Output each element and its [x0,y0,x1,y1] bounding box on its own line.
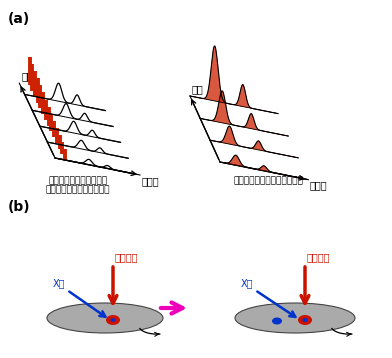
Ellipse shape [303,318,307,322]
Ellipse shape [235,303,355,333]
Text: 時間: 時間 [21,71,33,81]
Text: 信号処理回路を使った測定: 信号処理回路を使った測定 [46,185,110,194]
Text: レーザー: レーザー [115,252,138,262]
Ellipse shape [106,315,120,325]
Ellipse shape [272,318,282,324]
Text: 回折角: 回折角 [142,176,160,186]
Text: レーザー: レーザー [307,252,330,262]
Polygon shape [220,155,308,180]
Ellipse shape [47,303,163,333]
Ellipse shape [111,318,116,322]
Text: 高速フォトダイオードと: 高速フォトダイオードと [49,176,107,185]
Polygon shape [210,126,298,158]
Text: (b): (b) [8,200,31,214]
Text: X線: X線 [53,278,65,288]
Ellipse shape [298,315,312,325]
Polygon shape [200,91,288,136]
Text: (a): (a) [8,12,30,26]
Text: 時間: 時間 [192,84,204,94]
Text: X線: X線 [241,278,253,288]
Text: スナップショットを撮る手法: スナップショットを撮る手法 [233,176,303,185]
Polygon shape [190,46,278,113]
Text: 回折角: 回折角 [310,180,328,190]
